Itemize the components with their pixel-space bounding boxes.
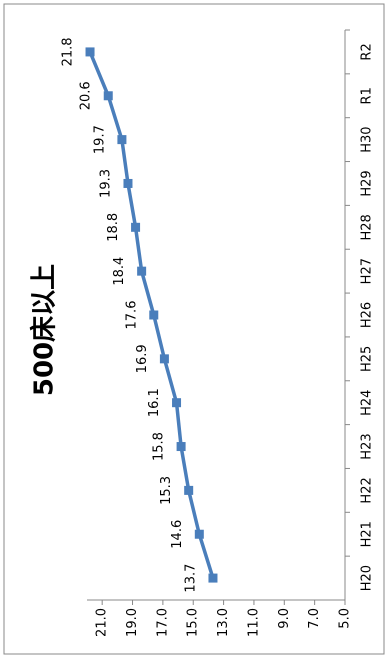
data-label: 17.6 bbox=[124, 301, 139, 330]
x-tick-label: H29 bbox=[360, 170, 375, 196]
x-tick-label: R1 bbox=[360, 87, 375, 104]
data-label: 13.7 bbox=[183, 564, 198, 593]
data-label: 20.6 bbox=[79, 81, 94, 110]
y-tick-label: 7.0 bbox=[307, 608, 322, 629]
x-tick-label: H20 bbox=[360, 565, 375, 591]
data-label: 15.8 bbox=[152, 432, 167, 461]
y-tick-label: 13.0 bbox=[216, 608, 231, 637]
data-label: 18.4 bbox=[112, 257, 127, 286]
x-tick-label: H21 bbox=[360, 521, 375, 547]
x-tick-label: H30 bbox=[360, 126, 375, 152]
marker bbox=[123, 178, 133, 188]
data-label: 21.8 bbox=[61, 37, 76, 66]
x-tick-label: H28 bbox=[360, 214, 375, 240]
x-tick-label: R2 bbox=[360, 43, 375, 60]
x-tick-label: H22 bbox=[360, 477, 375, 503]
marker bbox=[103, 91, 113, 101]
y-tick-label: 11.0 bbox=[246, 608, 261, 637]
marker bbox=[194, 529, 204, 539]
marker bbox=[149, 310, 159, 320]
x-tick-label: H27 bbox=[360, 258, 375, 284]
marker bbox=[85, 47, 95, 57]
data-label: 16.1 bbox=[147, 388, 162, 417]
y-tick-label: 21.0 bbox=[95, 608, 110, 637]
marker bbox=[184, 485, 194, 495]
marker bbox=[137, 266, 147, 276]
marker bbox=[117, 135, 127, 145]
x-tick-label: H26 bbox=[360, 302, 375, 328]
y-tick-label: 19.0 bbox=[125, 608, 140, 637]
marker bbox=[172, 398, 182, 408]
y-tick-label: 5.0 bbox=[338, 608, 353, 629]
marker bbox=[131, 222, 141, 232]
y-tick-label: 17.0 bbox=[155, 608, 170, 637]
x-tick-label: H25 bbox=[360, 346, 375, 372]
marker bbox=[208, 573, 218, 583]
y-tick-label: 15.0 bbox=[186, 608, 201, 637]
marker bbox=[176, 442, 186, 452]
data-label: 19.3 bbox=[98, 169, 113, 198]
chart-body: 500床以上 5.0 7.0 9.0 11.0 13.0 15.0 17.0 19.0 21.0… bbox=[29, 29, 375, 637]
chart-border bbox=[3, 3, 385, 655]
x-tick-label: H23 bbox=[360, 433, 375, 459]
chart-title: 500床以上 bbox=[29, 264, 60, 396]
y-tick-label: 9.0 bbox=[277, 608, 292, 629]
marker bbox=[159, 354, 169, 364]
x-tick-label: H24 bbox=[360, 390, 375, 416]
data-label: 19.7 bbox=[92, 125, 107, 154]
data-label: 15.3 bbox=[159, 476, 174, 505]
data-label: 14.6 bbox=[170, 520, 185, 549]
data-label: 18.8 bbox=[106, 213, 121, 242]
data-label: 16.9 bbox=[135, 344, 150, 373]
